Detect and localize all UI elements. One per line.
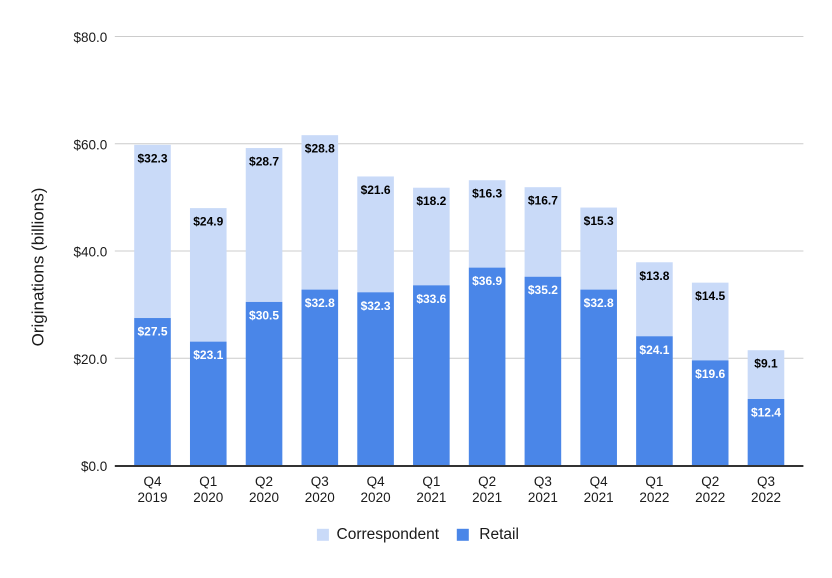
svg-text:2020: 2020 [361,490,391,505]
svg-text:$0.0: $0.0 [81,459,107,474]
svg-text:2022: 2022 [751,490,781,505]
svg-text:$28.7: $28.7 [249,155,279,169]
svg-text:Q1: Q1 [422,474,440,489]
svg-text:$14.5: $14.5 [695,289,725,303]
svg-text:Q4: Q4 [143,474,162,489]
svg-text:$24.1: $24.1 [639,343,669,357]
svg-text:Q4: Q4 [590,474,609,489]
svg-text:2021: 2021 [472,490,502,505]
svg-text:$60.0: $60.0 [74,137,108,152]
svg-text:Q2: Q2 [255,474,273,489]
svg-text:$80.0: $80.0 [74,30,108,45]
svg-text:Originations (billions): Originations (billions) [29,188,48,347]
svg-text:Q1: Q1 [199,474,217,489]
svg-text:$27.5: $27.5 [137,325,167,339]
svg-text:$32.8: $32.8 [584,296,614,310]
svg-text:$20.0: $20.0 [74,352,108,367]
svg-text:$15.3: $15.3 [584,214,614,228]
svg-text:$32.3: $32.3 [361,299,391,313]
svg-text:2022: 2022 [639,490,669,505]
svg-text:$16.7: $16.7 [528,194,558,208]
svg-text:$32.3: $32.3 [137,151,167,165]
svg-text:$19.6: $19.6 [695,367,725,381]
svg-text:2021: 2021 [584,490,614,505]
svg-text:$36.9: $36.9 [472,274,502,288]
svg-text:$32.8: $32.8 [305,296,335,310]
svg-text:Q4: Q4 [367,474,386,489]
svg-text:$23.1: $23.1 [193,348,223,362]
svg-text:Q1: Q1 [645,474,663,489]
svg-text:Q2: Q2 [701,474,719,489]
svg-text:$12.4: $12.4 [751,406,781,420]
svg-text:$9.1: $9.1 [754,357,778,371]
svg-text:2019: 2019 [137,490,167,505]
svg-text:$24.9: $24.9 [193,215,223,229]
svg-text:$21.6: $21.6 [361,183,391,197]
svg-text:2022: 2022 [695,490,725,505]
svg-text:2020: 2020 [249,490,279,505]
svg-text:2021: 2021 [416,490,446,505]
svg-text:$40.0: $40.0 [74,245,108,260]
svg-text:$18.2: $18.2 [416,194,446,208]
svg-text:$35.2: $35.2 [528,283,558,297]
svg-text:2021: 2021 [528,490,558,505]
svg-text:$16.3: $16.3 [472,187,502,201]
svg-text:2020: 2020 [305,490,335,505]
svg-text:Q3: Q3 [311,474,329,489]
svg-text:$13.8: $13.8 [639,269,669,283]
svg-text:$28.8: $28.8 [305,142,335,156]
svg-text:Correspondent: Correspondent [337,526,440,543]
svg-text:Retail: Retail [479,526,519,543]
svg-text:Q2: Q2 [478,474,496,489]
svg-text:Q3: Q3 [534,474,552,489]
svg-text:$30.5: $30.5 [249,308,279,322]
svg-text:2020: 2020 [193,490,223,505]
svg-text:$33.6: $33.6 [416,292,446,306]
svg-text:Q3: Q3 [757,474,775,489]
